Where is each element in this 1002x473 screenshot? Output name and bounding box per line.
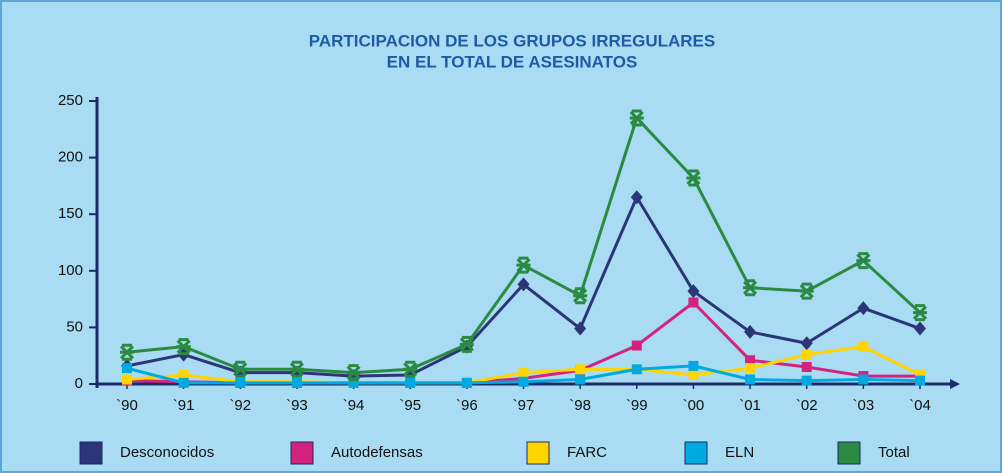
x-tick-label: `91	[173, 397, 195, 414]
marker	[630, 190, 643, 205]
x-tick-label: `01	[739, 397, 761, 414]
marker	[857, 301, 870, 316]
marker	[799, 282, 814, 300]
y-tick-label: 50	[66, 318, 83, 335]
marker	[686, 169, 701, 187]
marker	[176, 338, 191, 356]
x-tick-label: `94	[343, 397, 365, 414]
x-tick-label: `98	[569, 397, 591, 414]
marker	[119, 343, 135, 361]
marker	[688, 297, 699, 308]
marker	[801, 375, 812, 386]
marker	[743, 279, 758, 297]
marker	[914, 321, 926, 336]
marker	[745, 363, 756, 374]
x-tick-label: `92	[229, 397, 251, 414]
marker	[518, 367, 529, 378]
legend-swatch	[526, 441, 550, 465]
marker	[631, 340, 642, 351]
legend-swatch	[79, 441, 103, 465]
y-tick-label: 100	[58, 262, 83, 279]
marker	[122, 374, 132, 385]
x-tick-label: `02	[796, 397, 818, 414]
x-tick-label: `95	[399, 397, 421, 414]
marker	[801, 349, 812, 360]
marker	[346, 364, 361, 382]
marker	[688, 360, 699, 371]
marker	[915, 369, 925, 380]
marker	[517, 277, 530, 292]
marker	[348, 377, 359, 388]
marker	[858, 374, 869, 385]
x-tick-label: `99	[626, 397, 648, 414]
marker	[629, 109, 644, 127]
chart-title: EN EL TOTAL DE ASESINATOS	[387, 52, 638, 71]
marker	[289, 360, 304, 378]
x-tick-label: `93	[286, 397, 308, 414]
x-tick-label: `90	[116, 397, 138, 414]
marker	[574, 321, 587, 336]
marker	[575, 364, 586, 375]
marker	[858, 341, 869, 352]
y-tick-label: 200	[58, 149, 83, 166]
marker	[912, 304, 928, 322]
marker	[573, 287, 588, 305]
marker	[405, 377, 416, 388]
y-tick-label: 0	[75, 375, 83, 392]
x-tick-label: `96	[456, 397, 478, 414]
marker	[744, 324, 757, 339]
marker	[575, 374, 586, 385]
marker	[801, 362, 812, 373]
marker	[459, 335, 474, 353]
marker	[745, 374, 756, 385]
x-tick-label: `00	[683, 397, 705, 414]
y-tick-label: 150	[58, 205, 83, 222]
marker	[800, 336, 813, 351]
y-tick-label: 250	[58, 92, 83, 109]
marker	[745, 355, 756, 366]
x-tick-label: `04	[909, 397, 931, 414]
x-axis-arrow	[950, 379, 960, 389]
marker	[631, 364, 642, 375]
x-tick-label: `03	[853, 397, 875, 414]
x-tick-label: `97	[513, 397, 535, 414]
legend-label: Autodefensas	[331, 444, 423, 461]
marker	[235, 377, 246, 388]
marker	[688, 369, 699, 380]
marker	[233, 360, 248, 378]
marker	[915, 375, 925, 386]
marker	[178, 369, 189, 380]
marker	[122, 363, 132, 374]
marker	[403, 360, 418, 378]
legend-label: ELN	[725, 444, 754, 461]
marker	[687, 284, 700, 299]
marker	[291, 377, 302, 388]
marker	[178, 377, 189, 388]
legend-label: Desconocidos	[120, 444, 214, 461]
legend-label: FARC	[567, 444, 607, 461]
legend-swatch	[290, 441, 314, 465]
legend-swatch	[684, 441, 708, 465]
legend-label: Total	[878, 444, 910, 461]
marker	[518, 376, 529, 387]
legend-swatch	[837, 441, 861, 465]
marker	[461, 377, 472, 388]
chart-title: PARTICIPACION DE LOS GRUPOS IRREGULARES	[309, 31, 715, 50]
marker	[516, 256, 531, 274]
marker	[856, 252, 871, 270]
